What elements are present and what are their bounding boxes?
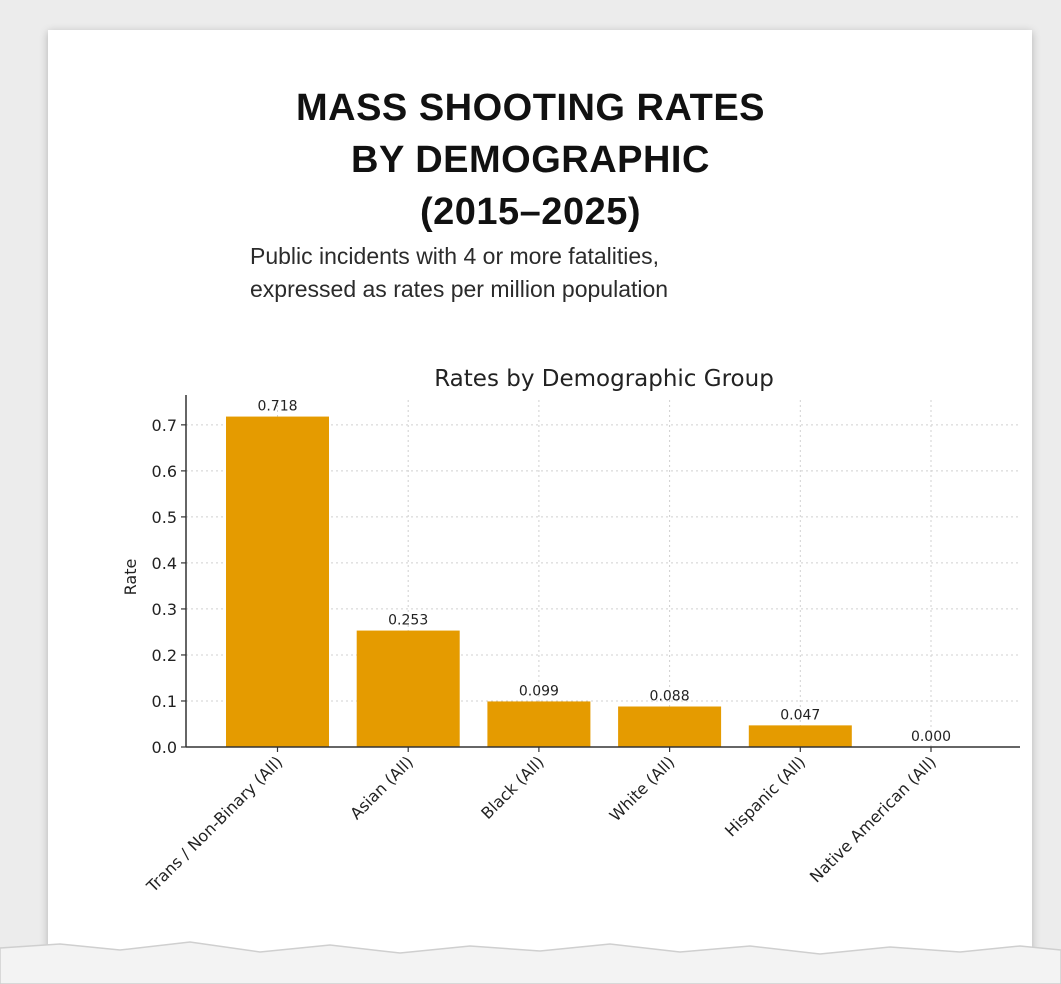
bar <box>618 706 722 747</box>
title-line-3: (2015–2025) <box>419 191 641 233</box>
paper-sheet <box>48 30 1032 960</box>
bar <box>487 701 591 747</box>
bar-value-label: 0.047 <box>780 707 820 723</box>
bar-value-label: 0.718 <box>257 399 297 415</box>
bar-value-label: 0.099 <box>519 683 559 699</box>
bar <box>226 416 329 747</box>
page-title: MASS SHOOTING RATES BY DEMOGRAPHIC (2015… <box>0 82 1061 238</box>
y-tick-label: 0.4 <box>152 554 177 573</box>
y-tick-label: 0.0 <box>152 738 177 757</box>
subtitle-line-1: Public incidents with 4 or more fataliti… <box>250 243 660 269</box>
bar-value-label: 0.088 <box>650 689 690 705</box>
subtitle: Public incidents with 4 or more fataliti… <box>250 240 668 306</box>
y-tick-label: 0.5 <box>152 508 177 527</box>
bar <box>356 630 460 747</box>
y-tick-label: 0.2 <box>152 646 177 665</box>
chart-title: Rates by Demographic Group <box>434 366 774 392</box>
y-axis-label: Rate <box>121 559 140 596</box>
y-tick-label: 0.3 <box>152 600 177 619</box>
y-tick-label: 0.7 <box>152 416 177 435</box>
y-tick-label: 0.6 <box>152 462 177 481</box>
bar <box>748 725 852 747</box>
bars: 0.718 0.253 0.099 0.088 0.047 0.000 <box>226 399 951 747</box>
bar-value-label: 0.253 <box>388 613 428 629</box>
y-tick-label: 0.1 <box>152 692 177 711</box>
title-line-1: MASS SHOOTING RATES <box>295 87 766 129</box>
bar-value-label: 0.000 <box>911 729 951 745</box>
title-line-2: BY DEMOGRAPHIC <box>351 139 710 181</box>
subtitle-line-2: expressed as rates per million populatio… <box>250 276 669 302</box>
